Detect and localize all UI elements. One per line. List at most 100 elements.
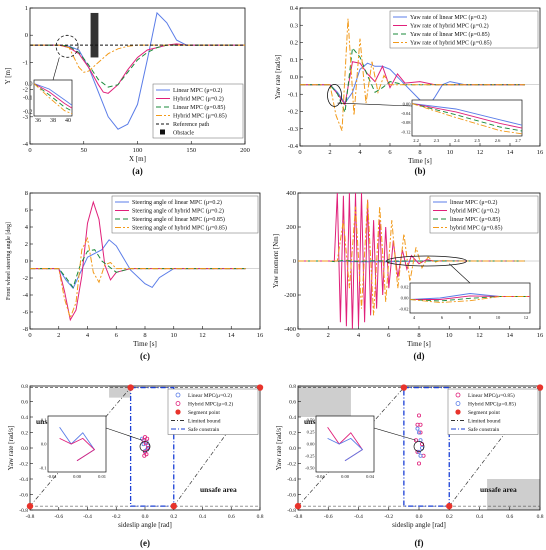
inset-x-tick-label: -0.04 <box>315 474 325 479</box>
inset-x-tick-label: 2.3 <box>434 138 440 143</box>
y-tick-label: 4 <box>25 224 29 231</box>
legend-label: Hybrid MPC(μ=0.85) <box>468 401 516 408</box>
legend-swatch <box>455 409 461 415</box>
legend-label: Steering angle of linear MPC (μ=0.2) <box>132 199 222 206</box>
x-axis-label: sideslip angle [rad] <box>392 521 446 529</box>
y-axis-label: Yaw rate [rad/s] <box>274 55 282 100</box>
y-tick-label: 0.0 <box>21 446 28 452</box>
scatter-point <box>415 449 420 454</box>
y-tick-label: 200 <box>286 224 296 231</box>
scatter-point <box>416 430 421 435</box>
inset-series-line <box>409 296 530 303</box>
x-tick-label: -0.4 <box>83 514 92 520</box>
y-tick-label: 0.6 <box>21 400 28 406</box>
y-tick-label: -200 <box>284 292 296 299</box>
series-line <box>300 61 525 106</box>
inset-y-tick-label: -0.12 <box>401 130 410 135</box>
panel-a: 0 50 100 150 200 1 0 -1 -2 -3 -4 X [m] Y [m] Linear M… <box>4 5 250 176</box>
inset-y-tick-label: -0.02 <box>399 307 408 312</box>
y-tick-label: 0.4 <box>21 415 28 421</box>
legend-label: linear MPC (μ=0.2) <box>450 199 497 206</box>
x-tick-label: 14 <box>507 332 514 339</box>
x-tick-label: -0.2 <box>112 514 121 520</box>
obstacle-mark <box>90 12 99 58</box>
legend-swatch <box>160 129 165 135</box>
inset-x-tick-label: 2.7 <box>515 138 521 143</box>
segment-point <box>170 502 177 510</box>
legend-swatch <box>175 409 181 415</box>
x-tick-label: 16 <box>537 149 544 156</box>
legend-label: Hybrid MPC (μ=0.2) <box>173 96 224 103</box>
zoom-connector <box>52 57 60 81</box>
legend-label: Yaw rate of linear MPC (μ=0.2) <box>410 14 487 21</box>
legend-swatch <box>175 392 181 398</box>
y-tick-label: -1 <box>23 59 28 66</box>
inset-x-tick-label: 2.6 <box>495 138 501 143</box>
legend-label: Yaw rate of hybrid MPC (μ=0.85) <box>410 40 492 47</box>
y-axis-label: Y [m] <box>4 68 12 85</box>
y-tick-label: 400 <box>286 190 296 197</box>
x-tick-label: 8 <box>418 149 421 156</box>
scatter-point <box>413 438 418 443</box>
panel-e: -0.8 -0.6 -0.4 -0.2 0.0 0.2 0.4 0.6 0.8 0.8 0.6 0.4… <box>7 384 264 548</box>
legend-label: Limited bound <box>468 419 501 425</box>
inset-x-tick-label: 0.01 <box>98 474 106 479</box>
inset-x-tick-label: 10 <box>496 315 501 320</box>
unsafe-area-label: unsafe area <box>200 485 237 494</box>
y-axis-label: Front wheel steering angle [deg] <box>6 222 12 300</box>
y-tick-label: 0 <box>25 258 28 265</box>
legend-label: Yaw rate of hybrid MPC (μ=0.2) <box>410 23 489 30</box>
inset-y-tick-label: 0.25 <box>307 430 316 435</box>
y-tick-label: -0.1 <box>288 91 298 98</box>
x-tick-label: 0 <box>28 147 31 154</box>
panel-c: 0 2 4 6 8 10 12 14 16 8 6 4 2 0 -2 -4 -6 -8 Time [s] Front … <box>6 190 264 361</box>
x-tick-label: 0.0 <box>416 514 423 520</box>
legend-label: Linear MPC (μ=0.85) <box>173 104 225 111</box>
y-tick-label: 1 <box>25 5 28 12</box>
x-tick-label: -0.8 <box>26 514 35 520</box>
x-tick-label: 0.4 <box>476 514 483 520</box>
x-tick-label: 0.8 <box>537 514 544 520</box>
zoom-circle <box>55 34 79 58</box>
panel-f: -0.8 -0.6 -0.4 -0.2 0.0 0.2 0.4 0.6 0.8 0.8 0.6 0.4… <box>275 384 544 548</box>
series-line <box>30 249 246 289</box>
zoom-connector <box>449 263 471 284</box>
x-axis-label: Time [s] <box>407 340 431 348</box>
inset-x-tick-label: 0.00 <box>73 474 82 479</box>
inset-y-tick-label: -0.2 <box>23 110 33 116</box>
limited-bound-line <box>29 387 131 507</box>
y-tick-label: -0.6 <box>19 493 28 499</box>
x-tick-label: 0 <box>296 332 299 339</box>
panel-b: 0 2 4 6 8 10 12 14 16 0.4 0.3 0.2 0.1 0.0 -0.1 -0.2 -0.3… <box>274 5 544 176</box>
segment-point <box>127 384 134 391</box>
x-tick-label: 6 <box>387 332 391 339</box>
legend-label: Steering angle of hybrid MPC (μ=0.2) <box>132 208 224 215</box>
y-tick-label: 0.2 <box>21 431 28 437</box>
y-tick-label: 0.0 <box>289 446 296 452</box>
y-axis-label: Yaw rate [rad/s] <box>275 426 283 471</box>
x-tick-label: -0.8 <box>294 514 303 520</box>
unsafe-region-shade <box>298 386 351 417</box>
x-tick-label: 10 <box>171 332 178 339</box>
legend-label: Reference path <box>173 121 209 128</box>
x-tick-label: 10 <box>446 332 453 339</box>
inset-y-tick-label: 0.50 <box>307 418 316 423</box>
segment-point <box>446 502 453 510</box>
legend-label: Linear MPC(μ=0.2) <box>188 392 232 399</box>
x-tick-label: -0.6 <box>324 514 333 520</box>
x-tick-label: 16 <box>257 332 264 339</box>
x-tick-label: 12 <box>476 332 483 339</box>
x-tick-label: 4 <box>86 332 90 339</box>
inset-x-tick-label: 0.04 <box>366 474 375 479</box>
x-tick-label: 0.4 <box>199 514 206 520</box>
x-tick-label: 8 <box>417 332 420 339</box>
scatter-point <box>416 413 421 418</box>
panel-caption: (e) <box>140 538 150 548</box>
inset-series-line <box>411 103 523 129</box>
scatter-point <box>142 449 147 454</box>
x-tick-label: 14 <box>507 149 514 156</box>
inset-y-tick-label: 0.1 <box>41 418 47 423</box>
inset-y-tick-label: 0.00 <box>307 442 316 447</box>
inset-x-tick-label: 12 <box>524 315 529 320</box>
inset-x-tick-label: 2.2 <box>413 138 419 143</box>
